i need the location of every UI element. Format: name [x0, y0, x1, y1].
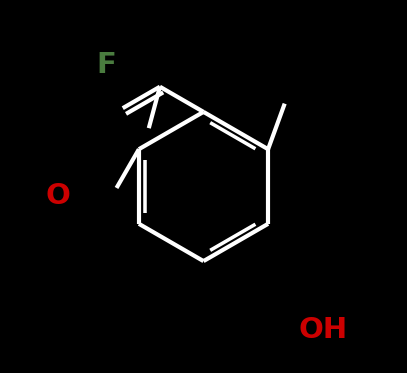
Text: O: O	[46, 182, 70, 210]
Text: OH: OH	[299, 316, 348, 344]
Text: F: F	[96, 51, 116, 79]
